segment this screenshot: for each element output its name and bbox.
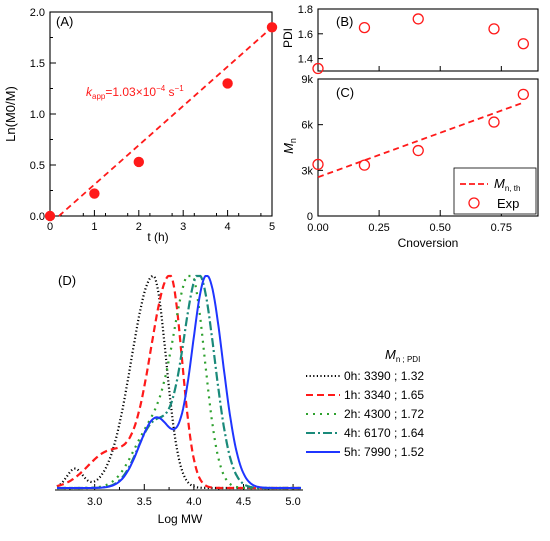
panel-a-y-tick-label: 0.0: [30, 211, 45, 223]
rate-constant-exponent: −4: [156, 84, 166, 93]
panel-a-data-point: [44, 210, 56, 222]
panel-d-legend-header-subscript: n ; PDI: [396, 355, 420, 364]
panel-c-label: (C): [336, 85, 354, 100]
panel-b-y-axis-label: PDI: [281, 28, 295, 48]
panel-b-frame: [317, 8, 539, 72]
rate-constant-unit: s: [165, 85, 174, 99]
panel-c-data-point: [412, 144, 424, 157]
panel-b-data-point: [358, 21, 371, 34]
legend-exp-label: Exp: [497, 196, 519, 211]
panel-a-x-tick-label: 4: [225, 221, 231, 233]
panel-d-x-tick-label: 3.0: [87, 496, 102, 508]
panel-c-frame: [317, 78, 539, 217]
panel-a-label: (A): [56, 14, 73, 29]
panel-b-data-point: [412, 13, 424, 25]
panel-c-y-tick-label: 6k: [301, 120, 313, 132]
panel-c-legend-box: [453, 167, 537, 215]
panel-c-y-tick-label: 9k: [301, 74, 313, 86]
panel-c-y-axis-label: Mn: [281, 138, 298, 154]
legend-theoretical-symbol: M: [494, 176, 505, 191]
panel-d-x-tick-label: 4.5: [236, 496, 251, 508]
panel-a-data-point: [89, 188, 100, 199]
panel-b-y-tick-label: 1.4: [298, 54, 313, 66]
panel-a-x-tick-label: 0: [47, 221, 53, 233]
rate-constant-value: =1.03×10: [105, 85, 156, 99]
panel-b-y-tick-label: 1.6: [298, 29, 313, 41]
panel-b-data-point: [488, 23, 500, 35]
panel-d-label: (D): [58, 273, 76, 288]
panel-b-data-point: [517, 38, 529, 50]
panel-a-x-tick-label: 3: [180, 221, 186, 233]
panel-a-y-tick-label: 2.0: [30, 7, 45, 19]
panel-b-points: [312, 13, 529, 75]
rate-constant-unit-exponent: −1: [175, 84, 185, 93]
panel-c-legend: Mn, th Exp: [453, 167, 537, 215]
panel-d-x-tick-label: 5.0: [285, 496, 300, 508]
panel-b-ticks: 1.4 1.6 1.8: [298, 4, 502, 71]
panel-b-pdi-plot: (B) 1.4 1.6 1.8 PDI: [281, 4, 539, 75]
panel-c-data-point: [358, 159, 371, 171]
panel-b-data-point: [312, 62, 324, 75]
gpc-trace-0: [56, 275, 301, 490]
panel-c-points: [312, 88, 529, 171]
legend-theoretical-label: Mn, th: [494, 176, 520, 193]
panel-c-mn-plot: (C) 0.00 0.25 0.50 0.75 0 3k 6k 9k Cnoversion M…: [281, 74, 539, 250]
panel-c-x-tick-label: 0.75: [491, 222, 512, 234]
panel-d-gpc-traces: (D) 3.0 3.5 4.0 4.5 5.0 Log MW Mn ; PDI 0h: …: [55, 273, 424, 526]
panel-a-points: [44, 22, 278, 222]
panel-a-fit-line: [58, 26, 273, 217]
panel-a-y-tick-label: 1.5: [30, 58, 45, 70]
panel-b-label: (B): [336, 14, 353, 29]
panel-a-data-point: [222, 78, 233, 89]
panel-c-y-tick-label: 0: [307, 211, 313, 223]
panel-c-data-point: [312, 158, 324, 171]
panel-c-x-tick-label: 0.50: [430, 222, 451, 234]
panel-d-x-axis-label: Log MW: [158, 512, 203, 526]
panel-a-x-tick-label: 5: [269, 221, 275, 233]
panel-a-data-point: [266, 22, 278, 33]
panel-d-legend: 0h: 3390 ; 1.32 1h: 3340 ; 1.65 2h: 4300 ;…: [306, 369, 424, 459]
panel-c-theoretical-line: [317, 101, 524, 179]
rate-constant-symbol: k: [86, 85, 93, 99]
rate-constant-subscript: app: [92, 92, 106, 101]
panel-d-legend-label: 0h: 3390 ; 1.32: [344, 369, 424, 383]
panel-c-y-axis-symbol: M: [281, 143, 296, 154]
panel-c-x-axis-label: Cnoversion: [398, 236, 459, 250]
panel-a-x-tick-label: 1: [91, 221, 97, 233]
panel-d-legend-header-symbol: M: [385, 347, 396, 362]
legend-exp-swatch: [468, 197, 480, 209]
panel-d-legend-label: 1h: 3340 ; 1.65: [344, 388, 424, 402]
panel-a-y-tick-label: 0.5: [30, 160, 45, 172]
panel-d-x-tick-label: 3.5: [137, 496, 152, 508]
rate-constant-annotation: kapp=1.03×10−4 s−1: [86, 84, 184, 101]
panel-a-y-tick-label: 1.0: [30, 109, 45, 121]
panel-d-legend-label: 2h: 4300 ; 1.72: [344, 407, 424, 421]
panel-d-legend-label: 4h: 6170 ; 1.64: [344, 426, 424, 440]
panel-c-y-tick-label: 3k: [301, 165, 313, 177]
panel-d-x-tick-label: 4.0: [186, 496, 201, 508]
panel-a-x-axis-label: t (h): [147, 230, 168, 244]
panel-a-y-axis-label: Ln(M0/M): [3, 86, 18, 142]
panel-a-x-tick-label: 2: [136, 221, 142, 233]
legend-theoretical-subscript: n, th: [505, 184, 521, 193]
panel-c-data-point: [517, 88, 529, 101]
panel-c-theoretical-segment: [317, 101, 524, 179]
panel-c-y-axis-subscript: n: [288, 138, 298, 143]
panel-a-fit-line-segment: [58, 26, 273, 217]
panel-d-legend-label: 5h: 7990 ; 1.52: [344, 445, 424, 459]
panel-d-legend-header: Mn ; PDI: [385, 347, 420, 364]
panel-c-x-tick-label: 0.25: [368, 222, 389, 234]
panel-a-kinetics-plot: (A) 0 1 2 3 4 5 0.0 0.5 1.0 1.5 2.0 t (h) Ln(M0/M)…: [3, 7, 278, 244]
panel-c-ticks: 0.00 0.25 0.50 0.75 0 3k 6k 9k: [301, 74, 512, 234]
gpc-trace-4: [57, 275, 301, 489]
panel-c-data-point: [488, 116, 500, 128]
panel-b-y-tick-label: 1.8: [298, 4, 313, 16]
panel-c-x-tick-label: 0.00: [307, 222, 328, 234]
panel-d-curves: [56, 274, 301, 490]
panel-a-data-point: [133, 156, 144, 168]
panel-a-frame: [49, 11, 273, 217]
panel-a-ticks: 0 1 2 3 4 5 0.0 0.5 1.0 1.5 2.0: [30, 7, 275, 233]
